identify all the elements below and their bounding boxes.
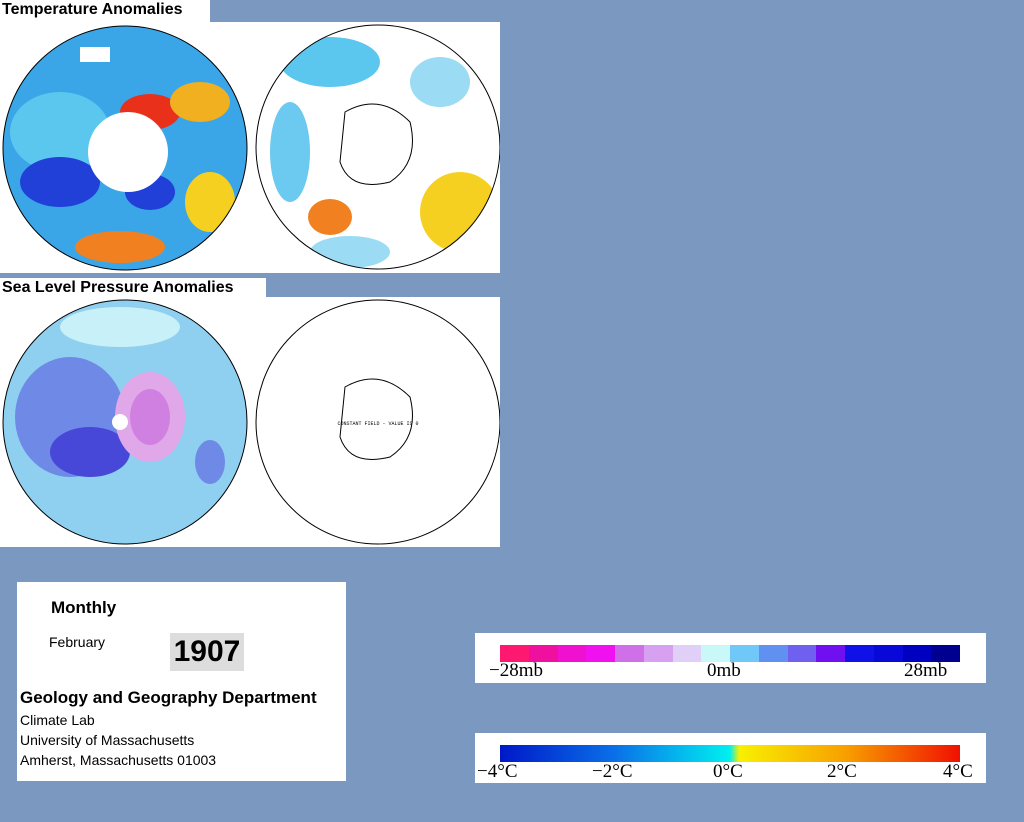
colorbar-segment [787,645,817,662]
colorbar-segment [902,645,932,662]
address-line: Climate Lab [20,712,95,728]
scale-label: 4°C [943,761,973,782]
colorbar-segment [615,645,644,662]
colorbar-segment [500,645,529,662]
info-box: Monthly February 1907 Geology and Geogra… [17,582,346,781]
pressure-title: Sea Level Pressure Anomalies [0,278,266,297]
temperature-title: Temperature Anomalies [0,0,210,22]
year: 1907 [170,633,244,671]
department: Geology and Geography Department [20,688,317,707]
colorbar-segment [528,645,558,662]
scale-label: 28mb [904,660,948,681]
constant-field-note: CONSTANT FIELD - VALUE IS 0 [337,421,418,427]
colorbar-segment [758,645,788,662]
pressure-scale: −28mb 0mb 28mb [475,633,986,683]
colorbar-segment [873,645,903,662]
scale-label: −28mb [489,660,543,681]
pressure-colorbar [500,645,960,662]
colorbar-segment [586,645,615,662]
scale-label: −4°C [477,761,518,782]
temperature-maps [0,22,500,273]
month: February [49,634,106,650]
pressure-maps: CONSTANT FIELD - VALUE IS 0 [0,297,500,547]
address-line: University of Massachusetts [20,732,195,748]
colorbar-segment [701,645,730,662]
temperature-colorbar [500,745,960,762]
temperature-scale: −4°C −2°C 0°C 2°C 4°C [475,733,986,783]
scale-label: −2°C [592,761,633,782]
address-line: Amherst, Massachusetts 01003 [20,752,217,768]
scale-label: 0mb [707,660,741,681]
colorbar-segment [672,645,702,662]
colorbar-segment [845,645,874,662]
colorbar-segment [557,645,587,662]
period: Monthly [51,598,117,617]
colorbar-segment [730,645,759,662]
colorbar-segment [816,645,845,662]
colorbar-segment [931,645,960,662]
scale-label: 0°C [713,761,743,782]
colorbar-segment [643,645,673,662]
scale-label: 2°C [827,761,857,782]
